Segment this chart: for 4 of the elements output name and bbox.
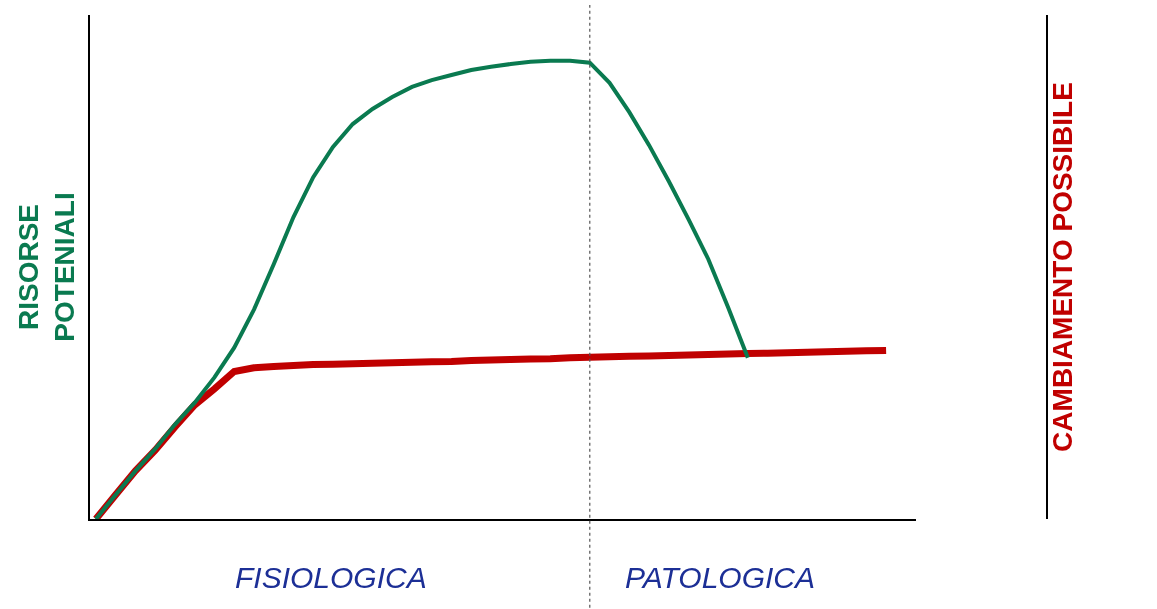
y-axis-title: RISORSE POTENIALI	[12, 192, 81, 342]
y2-axis-title: CAMBIAMENTO POSSIBILE	[1047, 82, 1079, 452]
text: FISIOLOGICA	[235, 561, 427, 594]
text: PATOLOGICA	[625, 561, 816, 594]
